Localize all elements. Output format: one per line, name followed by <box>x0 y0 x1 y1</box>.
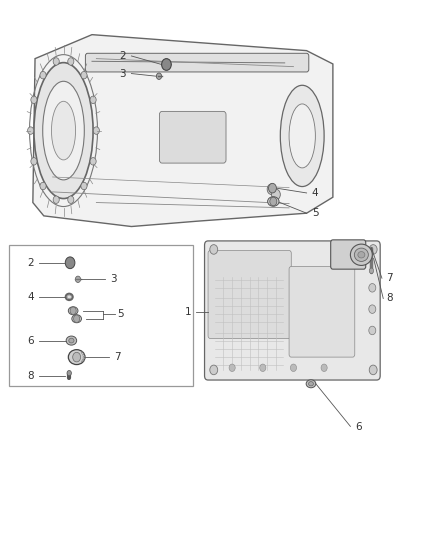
FancyBboxPatch shape <box>205 241 380 380</box>
Circle shape <box>74 315 80 322</box>
FancyBboxPatch shape <box>9 245 193 386</box>
Circle shape <box>270 197 277 206</box>
Text: 3: 3 <box>110 274 117 284</box>
Circle shape <box>90 96 96 103</box>
Circle shape <box>272 189 280 200</box>
Circle shape <box>73 352 81 362</box>
Circle shape <box>290 364 297 372</box>
FancyBboxPatch shape <box>159 111 226 163</box>
Circle shape <box>369 284 376 292</box>
Circle shape <box>81 182 87 190</box>
Text: 4: 4 <box>28 292 34 302</box>
Ellipse shape <box>51 101 75 160</box>
Text: 7: 7 <box>386 273 393 283</box>
Circle shape <box>67 370 71 376</box>
Circle shape <box>68 196 74 204</box>
Circle shape <box>70 307 76 314</box>
Ellipse shape <box>308 382 313 386</box>
Circle shape <box>369 326 376 335</box>
Text: 6: 6 <box>356 423 362 432</box>
Ellipse shape <box>306 379 316 388</box>
Text: 7: 7 <box>114 352 120 362</box>
Text: 4: 4 <box>312 188 318 198</box>
Ellipse shape <box>358 252 365 258</box>
Circle shape <box>321 364 327 372</box>
Ellipse shape <box>280 85 324 187</box>
Ellipse shape <box>34 63 93 199</box>
Ellipse shape <box>69 338 74 343</box>
Circle shape <box>162 59 171 70</box>
Ellipse shape <box>42 81 84 180</box>
Circle shape <box>369 365 377 375</box>
Text: 2: 2 <box>28 258 34 268</box>
Circle shape <box>31 96 37 103</box>
Circle shape <box>81 71 87 79</box>
FancyBboxPatch shape <box>208 251 291 338</box>
Text: 3: 3 <box>120 69 126 78</box>
Ellipse shape <box>354 248 368 262</box>
Circle shape <box>268 183 276 193</box>
Circle shape <box>260 364 266 372</box>
Text: 6: 6 <box>28 336 34 345</box>
Text: 8: 8 <box>28 371 34 381</box>
Circle shape <box>40 71 46 79</box>
Circle shape <box>53 58 59 65</box>
Text: 2: 2 <box>120 51 126 61</box>
Circle shape <box>369 305 376 313</box>
Ellipse shape <box>66 336 77 345</box>
Ellipse shape <box>68 306 78 314</box>
Text: 5: 5 <box>312 208 318 218</box>
Circle shape <box>267 184 276 195</box>
Ellipse shape <box>350 244 372 265</box>
Ellipse shape <box>68 350 85 365</box>
Circle shape <box>369 268 374 273</box>
Circle shape <box>210 365 218 375</box>
FancyBboxPatch shape <box>85 53 309 72</box>
Circle shape <box>156 73 162 79</box>
Ellipse shape <box>72 314 81 322</box>
Circle shape <box>369 245 377 254</box>
Ellipse shape <box>289 104 315 168</box>
Circle shape <box>31 158 37 165</box>
Circle shape <box>229 364 235 372</box>
Polygon shape <box>33 35 333 227</box>
FancyBboxPatch shape <box>331 240 366 269</box>
Ellipse shape <box>268 197 279 206</box>
FancyBboxPatch shape <box>289 266 355 357</box>
Circle shape <box>68 58 74 65</box>
Circle shape <box>40 182 46 190</box>
Circle shape <box>93 127 99 134</box>
Circle shape <box>90 158 96 165</box>
Ellipse shape <box>67 295 71 298</box>
Text: 1: 1 <box>184 307 191 317</box>
Circle shape <box>210 245 218 254</box>
Circle shape <box>65 257 75 269</box>
Circle shape <box>53 196 59 204</box>
Circle shape <box>28 127 34 134</box>
Text: 8: 8 <box>386 294 393 303</box>
Circle shape <box>75 276 81 282</box>
Text: 5: 5 <box>117 310 124 319</box>
